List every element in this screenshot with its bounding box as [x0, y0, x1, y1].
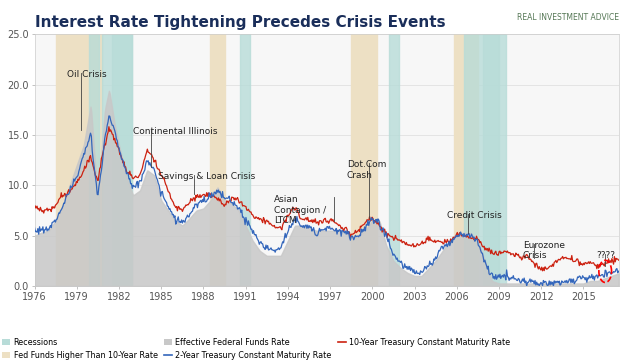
- Text: Asian
Contagion /
LTCM: Asian Contagion / LTCM: [274, 195, 326, 225]
- Text: ????: ????: [596, 251, 615, 260]
- Bar: [56, 34, 102, 286]
- Bar: [463, 34, 499, 286]
- Text: Dot.Com
Crash: Dot.Com Crash: [347, 160, 386, 180]
- Bar: [484, 34, 506, 286]
- Bar: [240, 34, 250, 286]
- Bar: [89, 34, 99, 286]
- Bar: [389, 34, 399, 286]
- Text: Savings & Loan Crisis: Savings & Loan Crisis: [158, 172, 256, 181]
- Bar: [210, 34, 225, 286]
- Bar: [351, 34, 377, 286]
- Text: REAL INVESTMENT ADVICE: REAL INVESTMENT ADVICE: [517, 13, 619, 22]
- Bar: [112, 34, 132, 286]
- Text: Interest Rate Tightening Precedes Crisis Events: Interest Rate Tightening Precedes Crisis…: [35, 16, 445, 30]
- Legend: Recessions, Fed Funds Higher Than 10-Year Rate, Effective Federal Funds Rate, 2-: Recessions, Fed Funds Higher Than 10-Yea…: [3, 338, 511, 360]
- Text: Eurozone
Crisis: Eurozone Crisis: [523, 241, 565, 260]
- Bar: [102, 34, 132, 286]
- Text: Oil Crisis: Oil Crisis: [67, 70, 107, 79]
- Text: Credit Crisis: Credit Crisis: [447, 211, 502, 219]
- Bar: [454, 34, 478, 286]
- Text: Continental Illinois: Continental Illinois: [133, 127, 217, 136]
